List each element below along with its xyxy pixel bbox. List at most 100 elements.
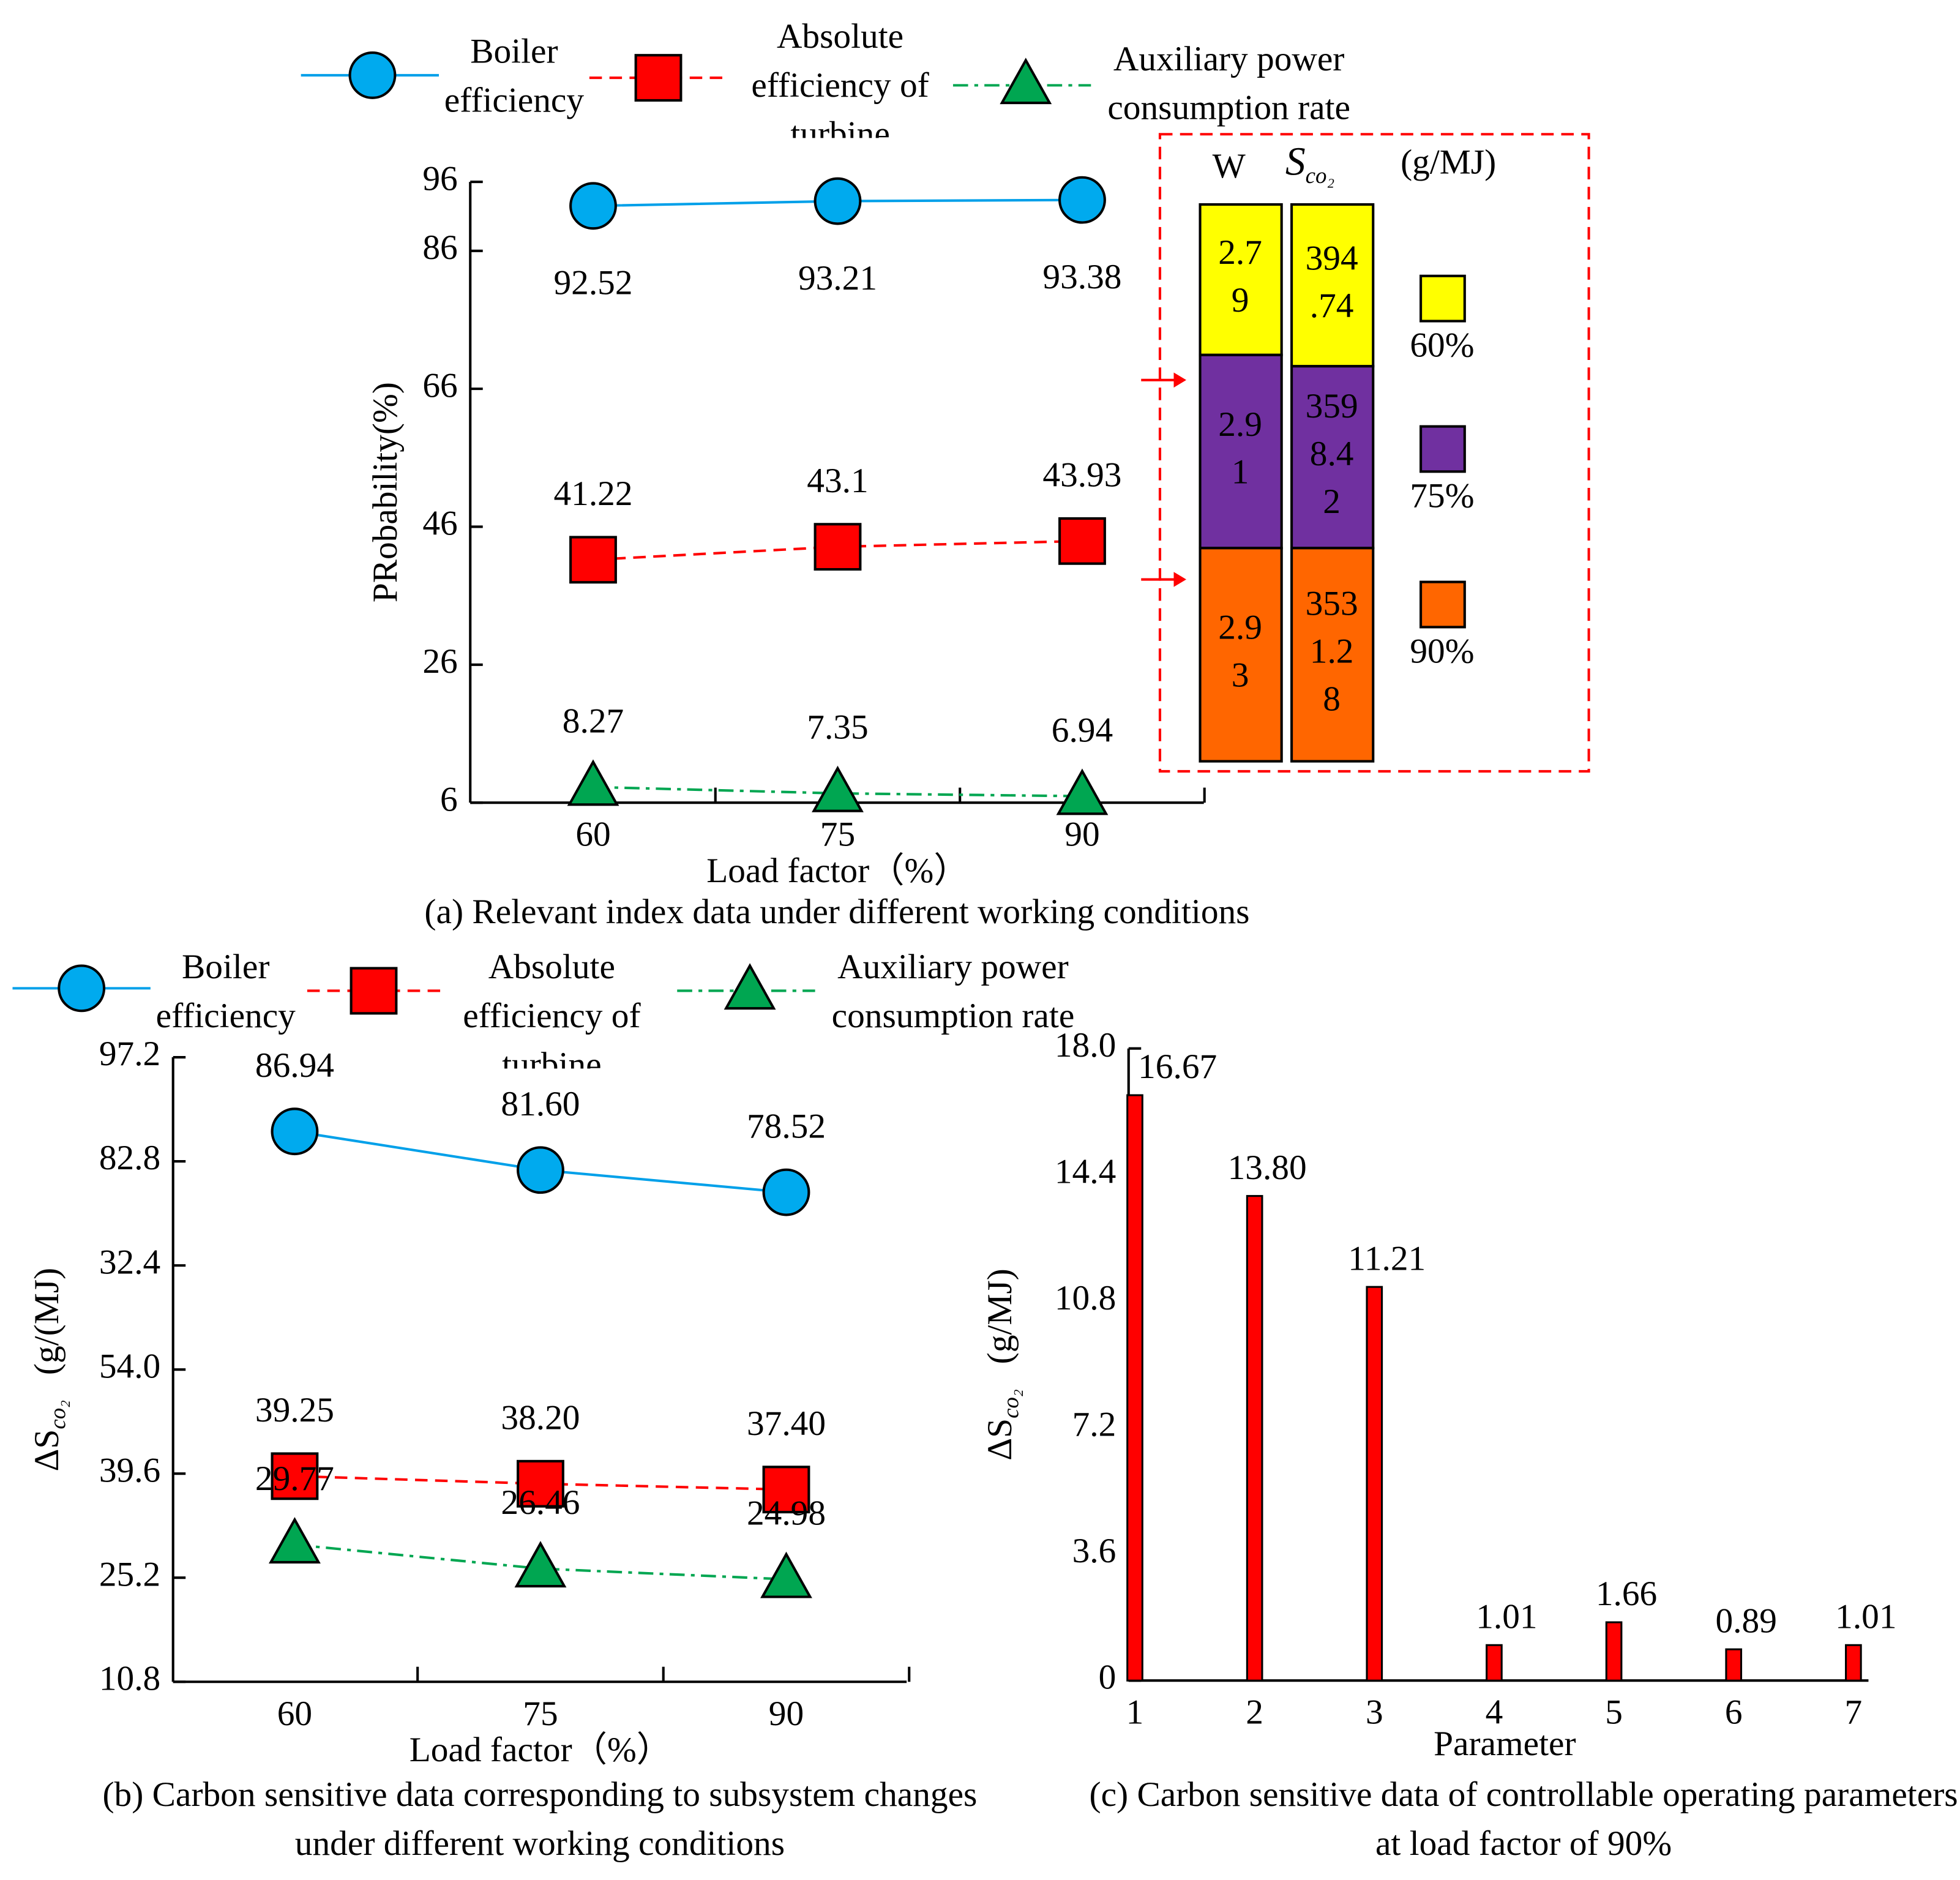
legend-label: Boiler efficiency: [155, 948, 296, 1036]
inset-header: W: [1213, 147, 1246, 185]
x-tick-label: 5: [1605, 1693, 1623, 1732]
data-label: 6.94: [1052, 711, 1113, 749]
inset-segment: [1199, 353, 1283, 550]
marker: [517, 1146, 564, 1194]
y-tick-label: 32.4: [99, 1243, 160, 1281]
data-label: 11.21: [1348, 1239, 1426, 1278]
data-label: 37.40: [747, 1404, 826, 1443]
data-label: 93.38: [1042, 258, 1121, 296]
inset-value: 2.7: [1218, 233, 1262, 272]
marker: [1058, 517, 1106, 565]
y-axis-unit: PRobability(%): [366, 382, 405, 602]
legend-marker: [724, 963, 776, 1010]
y-tick-label: 96: [422, 159, 457, 198]
series-line: [593, 785, 1082, 798]
y-axis-subscript: co₂: [998, 1389, 1023, 1418]
marker: [762, 1466, 810, 1514]
legend-label-box: Boiler efficiency: [155, 948, 296, 1036]
legend-label: Absolute efficiency of turbine: [463, 948, 641, 1069]
data-label: 38.20: [501, 1398, 580, 1437]
y-axis-symbol: ΔS: [28, 1429, 66, 1472]
inset-value: 353: [1306, 585, 1358, 623]
y-tick-label: 25.2: [99, 1555, 160, 1594]
legend-label: Auxiliary power consumption rate: [831, 948, 1075, 1036]
y-axis-unit: (g/(MJ): [28, 1268, 66, 1375]
inset-value: 1: [1232, 453, 1249, 492]
inset-header-subscript: co₂: [1306, 163, 1335, 188]
inset-legend-label: 75%: [1410, 477, 1474, 515]
data-label: 78.52: [747, 1107, 826, 1145]
y-tick-label: 54.0: [99, 1347, 160, 1385]
bar: [1845, 1644, 1862, 1682]
y-tick-label: 3.6: [1072, 1532, 1117, 1570]
inset-legend-label: 90%: [1410, 632, 1474, 671]
y-axis-title: PRobability(%): [366, 382, 405, 602]
marker: [569, 182, 617, 230]
x-tick-label: 90: [1064, 815, 1099, 854]
x-tick-label: 4: [1486, 1693, 1503, 1732]
data-label: 8.27: [563, 702, 624, 740]
bar: [1366, 1286, 1383, 1682]
marker: [1056, 768, 1109, 815]
y-tick-label: 0: [1099, 1658, 1117, 1696]
y-tick-label: 14.4: [1055, 1152, 1116, 1191]
data-label: 43.1: [807, 462, 868, 500]
x-tick-label: 60: [277, 1695, 312, 1733]
data-label: 93.21: [798, 259, 877, 298]
legend-label-box: Auxiliary power consumption rate: [831, 948, 1075, 1036]
inset-legend-swatch: [1420, 425, 1466, 473]
marker: [762, 1168, 810, 1216]
inset-unit: (g/MJ): [1401, 143, 1496, 182]
chart-title: (c) Carbon sensitive data of controllabl…: [1089, 1775, 1958, 1864]
x-axis-title: Parameter: [1434, 1725, 1576, 1763]
x-tick-label: 6: [1725, 1693, 1743, 1732]
marker: [567, 759, 619, 806]
series-line: [294, 1543, 787, 1581]
inset-segment: [1290, 547, 1375, 763]
arrow-head: [1173, 572, 1186, 587]
y-tick-label: 66: [422, 366, 457, 405]
x-tick-label: 75: [820, 815, 855, 854]
data-label: 1.01: [1835, 1597, 1896, 1636]
y-axis-title: ΔSco₂ (g/(MJ): [28, 1268, 70, 1472]
legend-label-box: Auxiliary power consumption rate: [1107, 40, 1350, 129]
x-axis-title: Load factor（%）: [410, 1731, 671, 1769]
y-tick-label: 6: [440, 780, 458, 818]
inset-value: .74: [1310, 286, 1354, 325]
y-tick-label: 10.8: [1055, 1279, 1116, 1317]
chart-title-box: (c) Carbon sensitive data of controllabl…: [1089, 1775, 1958, 1864]
inset-value: 2.9: [1218, 609, 1262, 647]
inset-frame: [1158, 133, 1590, 773]
marker: [569, 536, 617, 584]
inset-value: 359: [1306, 387, 1358, 425]
data-label: 29.77: [255, 1459, 334, 1498]
x-tick-label: 75: [523, 1695, 558, 1733]
legend-label: Boiler efficiency: [444, 32, 585, 121]
marker: [517, 1459, 564, 1508]
legend-label-box: Absolute efficiency of turbine: [751, 18, 929, 138]
legend-label-box: Boiler efficiency: [444, 32, 585, 121]
bar: [1126, 1094, 1143, 1682]
marker: [1058, 176, 1106, 224]
data-label: 41.22: [553, 474, 632, 513]
marker: [760, 1551, 812, 1598]
inset-legend-label: 60%: [1410, 326, 1474, 365]
data-label: 16.67: [1138, 1047, 1217, 1086]
legend-label-box: Absolute efficiency of turbine: [463, 948, 641, 1069]
y-axis-subscript: co₂: [45, 1400, 70, 1429]
x-tick-label: 3: [1366, 1693, 1383, 1732]
inset-value: 3: [1232, 656, 1249, 695]
data-label: 26.46: [501, 1483, 580, 1522]
chart-title: (b) Carbon sensitive data corresponding …: [102, 1775, 978, 1864]
x-tick-label: 90: [769, 1695, 804, 1733]
inset-segment: [1199, 203, 1283, 356]
legend-marker: [350, 967, 398, 1015]
x-axis-title: Load factor（%）: [706, 852, 968, 890]
y-tick-label: 10.8: [99, 1659, 160, 1698]
y-tick-label: 86: [422, 228, 457, 267]
y-axis-unit: (g/MJ): [981, 1268, 1019, 1364]
data-label: 7.35: [807, 708, 868, 747]
y-tick-label: 18.0: [1055, 1026, 1116, 1065]
data-label: 86.94: [255, 1046, 334, 1085]
